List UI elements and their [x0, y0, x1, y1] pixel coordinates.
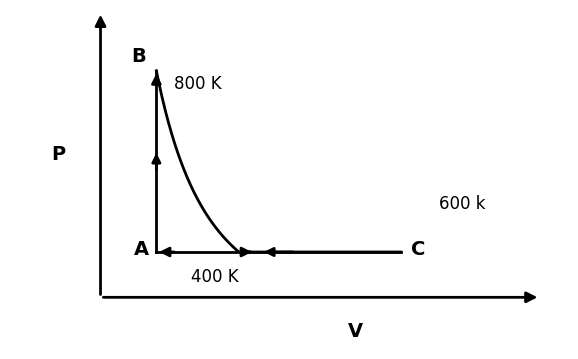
- Text: P: P: [51, 145, 66, 164]
- Text: 800 K: 800 K: [174, 75, 221, 93]
- Text: C: C: [411, 240, 425, 259]
- Text: 400 K: 400 K: [191, 268, 239, 286]
- Text: V: V: [348, 322, 363, 341]
- Text: B: B: [131, 47, 146, 66]
- Text: 600 k: 600 k: [439, 196, 486, 214]
- Text: A: A: [134, 240, 149, 259]
